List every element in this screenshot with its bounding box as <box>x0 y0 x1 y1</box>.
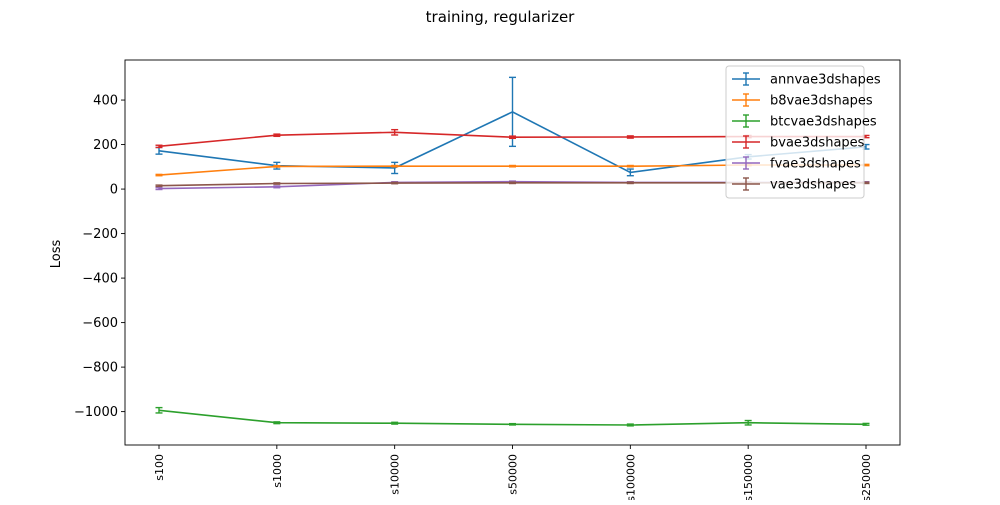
legend-label: bvae3dshapes <box>770 136 865 151</box>
legend-label: fvae3dshapes <box>770 157 861 172</box>
legend-label: btcvae3dshapes <box>770 115 877 130</box>
y-tick-label: 0 <box>110 183 118 198</box>
y-tick-label: −1000 <box>74 405 118 420</box>
x-tick-label: s100000 <box>624 454 637 500</box>
y-tick-label: −400 <box>82 272 118 287</box>
y-axis-label: Loss <box>49 240 64 269</box>
y-tick-label: −600 <box>82 316 118 331</box>
legend-label: annvae3dshapes <box>770 73 881 88</box>
legend-label: b8vae3dshapes <box>770 94 873 109</box>
y-tick-label: 400 <box>93 94 118 109</box>
legend-label: vae3dshapes <box>770 178 856 193</box>
legend: annvae3dshapes b8vae3dshapes btcvae3dshape… <box>726 66 881 198</box>
y-tick-label: −800 <box>82 361 118 376</box>
series-btcvae3dshapes <box>156 408 870 426</box>
x-tick-label: s10000 <box>389 454 402 495</box>
series-line-btcvae3dshapes <box>159 410 866 425</box>
x-tick-label: s100 <box>153 454 166 481</box>
x-tick-label: s1000 <box>271 454 284 488</box>
x-tick-label: s250000 <box>860 454 873 500</box>
y-tick-label: 200 <box>93 138 118 153</box>
y-tick-label: −200 <box>82 227 118 242</box>
x-tick-label: s150000 <box>742 454 755 500</box>
x-tick-label: s50000 <box>507 454 520 495</box>
chart-title: training, regularizer <box>426 8 576 26</box>
